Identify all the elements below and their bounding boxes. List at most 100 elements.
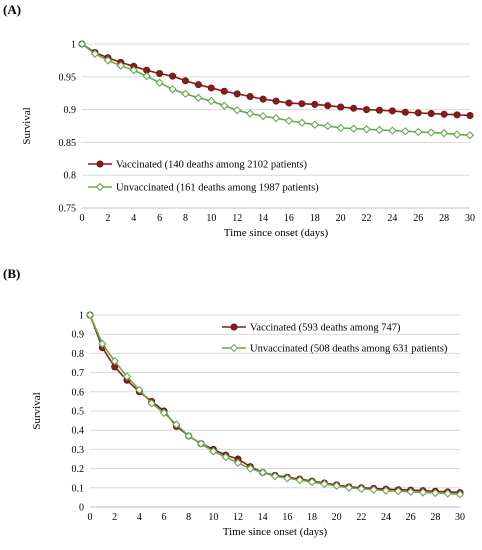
chart-a-point-vaccinated <box>401 108 409 116</box>
chart-a-point-unvaccinated <box>220 101 229 110</box>
chart-b-x-tick-label: 12 <box>233 512 243 523</box>
chart-a-x-tick-label: 10 <box>206 213 216 224</box>
chart-b-point-unvaccinated <box>85 310 95 320</box>
chart-b-point-unvaccinated <box>159 408 169 418</box>
chart-b-y-tick-label: 0.7 <box>72 368 85 379</box>
chart-a-point-unvaccinated <box>207 96 216 106</box>
chart-b-y-tick-label: 0.3 <box>72 445 85 456</box>
chart-b-x-tick-label: 28 <box>430 512 440 523</box>
chart-a-x-tick-label: 18 <box>310 213 320 224</box>
chart-b-point-unvaccinated <box>357 484 366 493</box>
chart-b-x-tick-label: 4 <box>137 512 142 523</box>
chart-a-x-tick-label: 14 <box>258 213 268 224</box>
chart-a-legend-entry-unvaccinated: Unvaccinated (161 deaths among 1987 pati… <box>116 183 319 194</box>
chart-a-point-unvaccinated <box>103 56 113 65</box>
chart-a-legend-marker <box>96 160 104 168</box>
chart-a-x-tick-label: 8 <box>183 213 188 224</box>
chart-a-point-unvaccinated <box>116 61 125 70</box>
chart-b-point-unvaccinated <box>147 399 156 408</box>
chart-a-point-unvaccinated <box>284 116 294 125</box>
chart-b-x-tick-label: 10 <box>208 512 218 523</box>
chart-a-point-unvaccinated <box>323 121 332 131</box>
chart-a-x-tick-label: 12 <box>232 213 242 224</box>
chart-a-x-tick-label: 28 <box>439 213 449 224</box>
chart-a-y-tick-label: 0.75 <box>59 204 77 215</box>
chart-a-point-vaccinated <box>440 110 448 118</box>
chart-b-x-tick-label: 14 <box>258 512 268 523</box>
chart-a-point-unvaccinated <box>129 66 138 75</box>
chart-a-point-unvaccinated <box>427 128 436 137</box>
panel-label-b: (B) <box>3 266 21 281</box>
chart-a-point-unvaccinated <box>452 130 462 139</box>
panel-label-a: (A) <box>3 2 22 17</box>
chart-a-point-vaccinated <box>156 70 164 78</box>
chart-a-point-unvaccinated <box>271 113 281 123</box>
survival-chart-b: 00.10.20.30.40.50.60.70.80.910 2 4 6 8 10 12 14… <box>31 310 465 539</box>
chart-b-x-tick-label: 30 <box>455 512 465 523</box>
chart-a-point-unvaccinated <box>297 118 307 127</box>
chart-a-point-unvaccinated <box>233 106 242 115</box>
chart-a-x-tick-label: 6 <box>157 213 162 224</box>
chart-a-x-tick-label: 22 <box>362 213 372 224</box>
chart-b-point-unvaccinated <box>172 420 181 429</box>
chart-a-point-vaccinated <box>466 112 474 120</box>
chart-a-x-axis-title: Time since onset (days) <box>224 227 329 239</box>
chart-a-point-unvaccinated <box>155 78 164 87</box>
chart-b-x-tick-label: 22 <box>356 512 366 523</box>
chart-a-point-vaccinated <box>324 102 332 110</box>
chart-a-point-unvaccinated <box>375 125 384 135</box>
chart-a-y-axis-title: Survival <box>21 107 33 144</box>
chart-b-point-unvaccinated <box>122 372 132 381</box>
chart-a-point-vaccinated <box>375 106 383 114</box>
chart-a-y-tick-label: 1 <box>71 40 76 51</box>
chart-a-point-vaccinated <box>272 97 280 105</box>
chart-a-point-vaccinated <box>388 107 396 115</box>
chart-b-point-unvaccinated <box>320 479 329 489</box>
chart-a-x-tick-label: 24 <box>387 213 397 224</box>
chart-b-y-tick-label: 0.1 <box>72 483 85 494</box>
chart-a-x-tick-label: 30 <box>465 213 475 224</box>
chart-a-point-vaccinated <box>285 99 293 107</box>
chart-a-x-tick-label: 26 <box>413 213 423 224</box>
chart-a-point-vaccinated <box>298 100 306 108</box>
chart-b-y-tick-label: 0 <box>79 503 84 514</box>
chart-a-point-unvaccinated <box>336 123 345 133</box>
chart-b-series-line-vaccinated <box>89 314 461 494</box>
chart-a-point-unvaccinated <box>194 93 203 102</box>
chart-b-x-tick-label: 6 <box>162 512 167 523</box>
chart-a-x-tick-label: 4 <box>131 213 136 224</box>
chart-b-point-unvaccinated <box>209 447 218 456</box>
chart-b-y-tick-label: 0.2 <box>72 464 85 475</box>
chart-a-point-vaccinated <box>246 92 254 100</box>
chart-a-y-tick-label: 0.9 <box>64 105 77 116</box>
chart-b-point-unvaccinated <box>381 486 391 495</box>
chart-b-x-axis-title: Time since onset (days) <box>223 526 328 538</box>
chart-b-point-unvaccinated <box>184 431 193 441</box>
chart-a-y-tick-label: 0.95 <box>59 72 77 83</box>
chart-a-point-vaccinated <box>337 103 345 111</box>
chart-b-point-unvaccinated <box>283 474 292 483</box>
chart-b-point-unvaccinated <box>233 458 243 468</box>
chart-a-point-vaccinated <box>194 81 202 89</box>
chart-b-x-tick-label: 18 <box>307 512 317 523</box>
chart-a-point-unvaccinated <box>245 109 255 118</box>
chart-b-point-unvaccinated <box>196 439 206 448</box>
chart-b-point-unvaccinated <box>307 477 317 487</box>
chart-a-point-unvaccinated <box>168 85 177 94</box>
chart-b-x-tick-label: 24 <box>381 512 391 523</box>
chart-b-point-unvaccinated <box>418 488 428 497</box>
chart-a-point-unvaccinated <box>258 111 268 121</box>
chart-b-x-tick-label: 20 <box>332 512 342 523</box>
chart-b-point-unvaccinated <box>369 485 378 494</box>
chart-a-series-line-vaccinated <box>81 43 471 117</box>
chart-b-y-tick-label: 0.8 <box>72 349 85 360</box>
chart-b-point-unvaccinated <box>406 487 415 497</box>
chart-a-point-unvaccinated <box>439 129 449 138</box>
chart-a-point-unvaccinated <box>362 125 371 134</box>
chart-a-point-unvaccinated <box>181 89 190 99</box>
chart-a-x-tick-label: 20 <box>336 213 346 224</box>
chart-a-point-unvaccinated <box>77 39 87 49</box>
chart-a-point-unvaccinated <box>142 71 151 81</box>
chart-a-point-unvaccinated <box>414 127 423 137</box>
chart-a-point-unvaccinated <box>310 120 319 129</box>
